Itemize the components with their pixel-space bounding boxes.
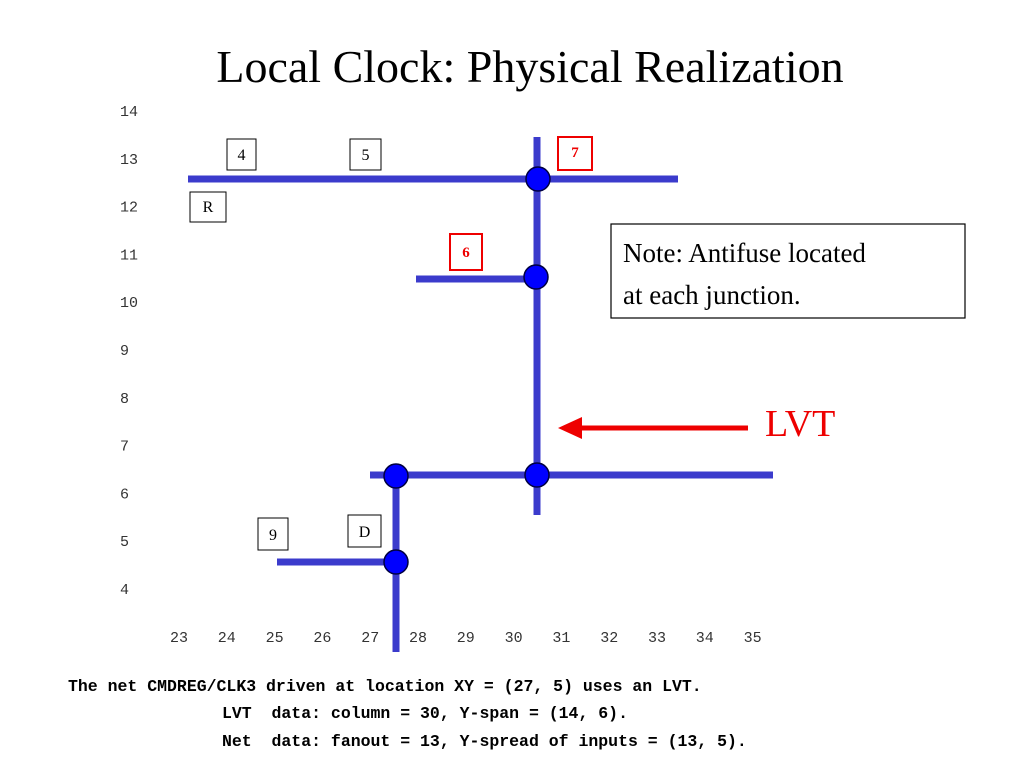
x-axis-label: 31 (552, 630, 570, 647)
x-axis-label: 34 (696, 630, 714, 647)
y-axis-label: 11 (120, 247, 138, 264)
arrow-label: LVT (765, 403, 835, 445)
y-axis-label: 8 (120, 391, 129, 408)
box (349, 138, 382, 171)
y-axis-label: 10 (120, 295, 138, 312)
junction (383, 549, 409, 575)
note-line: Note: Antifuse located (623, 238, 866, 268)
box (189, 191, 227, 223)
x-axis-label: 33 (648, 630, 666, 647)
note-box (610, 223, 966, 319)
x-axis-label: 23 (170, 630, 188, 647)
boxes: 4 5 7 R 6 9 D (189, 136, 593, 551)
caption-line: LVT data: column = 30, Y-span = (14, 6). (222, 704, 628, 723)
y-axis-label: 4 (120, 582, 129, 599)
x-axis-label: 30 (505, 630, 523, 647)
box-label: R (203, 199, 214, 216)
x-axis-label: 29 (457, 630, 475, 647)
x-axis-label: 26 (313, 630, 331, 647)
junction (525, 166, 551, 192)
x-axis-label: 27 (361, 630, 379, 647)
box (449, 233, 483, 271)
x-axis-label: 28 (409, 630, 427, 647)
y-axis-label: 9 (120, 343, 129, 360)
box-label: 4 (238, 147, 246, 164)
x-axis-label: 35 (744, 630, 762, 647)
box (557, 136, 593, 171)
box (226, 138, 257, 171)
box (347, 514, 382, 548)
x-axis-label: 24 (218, 630, 236, 647)
junctions (383, 166, 551, 575)
x-axis-label: 32 (600, 630, 618, 647)
title: Local Clock: Physical Realization (216, 41, 843, 92)
box-label: 5 (362, 147, 370, 164)
junction (523, 264, 549, 290)
box (257, 517, 289, 551)
box-label: 7 (571, 145, 579, 161)
wires (188, 137, 773, 652)
y-axis-label: 6 (120, 486, 129, 503)
y-axis-label: 7 (120, 439, 129, 456)
caption-line: Net data: fanout = 13, Y-spread of input… (222, 732, 747, 751)
y-axis-label: 5 (120, 534, 129, 551)
box-label: D (359, 524, 371, 541)
x-axis-label: 25 (266, 630, 284, 647)
y-axis-label: 13 (120, 152, 138, 169)
caption-line: The net CMDREG/CLK3 driven at location X… (68, 677, 702, 696)
arrow-head (558, 417, 582, 439)
y-axis-label: 14 (120, 104, 138, 121)
box-label: 9 (269, 527, 277, 544)
junction (524, 462, 550, 488)
junction (383, 463, 409, 489)
y-axis-label: 12 (120, 200, 138, 217)
box-label: 6 (462, 245, 470, 261)
note-line: at each junction. (623, 280, 801, 310)
